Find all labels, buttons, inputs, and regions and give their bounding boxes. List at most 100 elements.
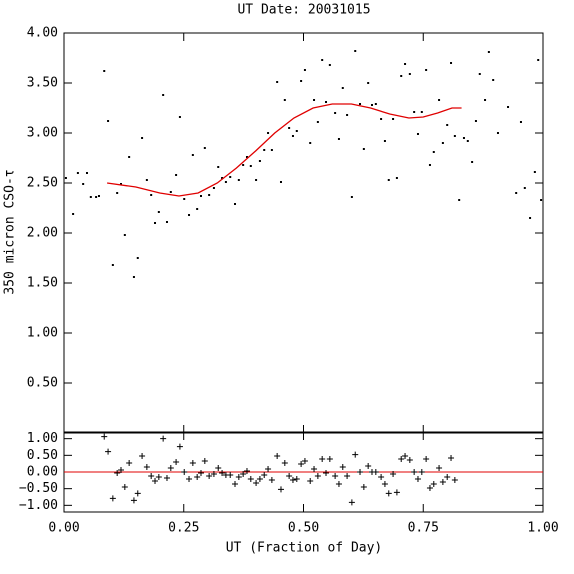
residual-point — [160, 435, 167, 442]
residual-point — [265, 466, 272, 472]
x-axis-label: UT (Fraction of Day) — [226, 541, 383, 556]
residual-point — [152, 478, 159, 484]
data-point — [249, 165, 252, 167]
data-point — [89, 196, 92, 198]
residual-point — [148, 473, 155, 479]
y-tick-label: −1.00 — [19, 498, 58, 513]
residual-point — [268, 477, 275, 483]
residual-point — [411, 469, 418, 475]
data-point — [484, 99, 487, 101]
data-point — [374, 103, 377, 105]
data-point — [82, 183, 85, 185]
data-point — [270, 149, 273, 151]
data-point — [316, 121, 319, 123]
data-point — [107, 120, 110, 122]
residual-point — [390, 471, 397, 477]
residual-point — [186, 476, 193, 482]
residual-point — [298, 461, 305, 467]
data-point — [224, 181, 227, 183]
data-point — [169, 191, 172, 193]
residual-point — [448, 455, 455, 461]
data-point — [446, 124, 449, 126]
data-point — [165, 221, 168, 223]
residual-point — [155, 474, 162, 480]
data-point — [395, 177, 398, 179]
y-tick-label: 1.50 — [27, 276, 58, 291]
data-point — [425, 69, 428, 71]
y-tick-label: −0.50 — [19, 481, 58, 496]
data-point — [309, 142, 312, 144]
data-point — [359, 103, 362, 105]
residual-point — [126, 460, 133, 466]
residual-point — [439, 479, 446, 485]
residual-point — [430, 481, 437, 487]
residual-point — [293, 476, 300, 482]
residual-point — [406, 457, 413, 463]
data-point — [76, 172, 79, 174]
residual-point — [314, 473, 321, 479]
data-point — [120, 183, 123, 185]
data-point — [188, 214, 191, 216]
residual-point — [114, 470, 121, 476]
data-point — [438, 99, 441, 101]
data-point — [537, 59, 540, 61]
residual-point — [256, 476, 263, 482]
data-point — [387, 179, 390, 181]
data-point — [428, 164, 431, 166]
data-point — [103, 70, 106, 72]
data-point — [420, 111, 423, 113]
residual-point — [426, 485, 433, 491]
residual-point — [414, 476, 421, 482]
residual-point — [277, 486, 284, 493]
residual-point — [365, 463, 372, 469]
y-tick-label: 4.00 — [27, 26, 58, 41]
data-point — [540, 199, 543, 201]
data-point — [346, 114, 349, 116]
data-point — [496, 132, 499, 134]
residual-point — [281, 460, 288, 466]
residual-point — [139, 453, 146, 459]
data-point — [229, 176, 232, 178]
residual-point — [311, 466, 318, 472]
data-point — [300, 80, 303, 82]
data-point — [212, 187, 215, 189]
data-point — [72, 213, 75, 215]
residual-point — [289, 477, 296, 483]
data-point — [458, 199, 461, 201]
residual-point — [274, 453, 281, 459]
data-point — [453, 135, 456, 137]
data-point — [183, 198, 186, 200]
residual-point — [143, 464, 150, 470]
residual-point — [385, 490, 392, 497]
residual-point — [451, 477, 458, 483]
y-tick-label: 3.50 — [27, 76, 58, 91]
data-point — [154, 222, 157, 224]
residual-point — [197, 470, 204, 476]
residual-point — [201, 458, 208, 464]
data-point — [507, 106, 510, 108]
data-point — [474, 120, 477, 122]
data-point — [383, 140, 386, 142]
y-tick-label: 2.50 — [27, 176, 58, 191]
y-tick-label: 0.00 — [27, 465, 58, 480]
residual-point — [176, 443, 183, 450]
residual-point — [319, 456, 326, 462]
residual-point — [381, 481, 388, 487]
residual-point — [393, 489, 400, 496]
data-point — [283, 99, 286, 101]
residual-point — [163, 475, 170, 481]
data-point — [255, 179, 258, 181]
y-tick-label: 1.00 — [27, 431, 58, 446]
data-point — [208, 194, 211, 196]
data-point — [234, 203, 237, 205]
data-point — [367, 82, 370, 84]
data-point — [136, 257, 139, 259]
residual-point — [227, 472, 234, 478]
residual-point — [326, 456, 333, 462]
residual-point — [130, 497, 137, 504]
residual-point — [235, 474, 242, 480]
data-point — [392, 118, 395, 120]
y-tick-label: 0.50 — [27, 376, 58, 391]
